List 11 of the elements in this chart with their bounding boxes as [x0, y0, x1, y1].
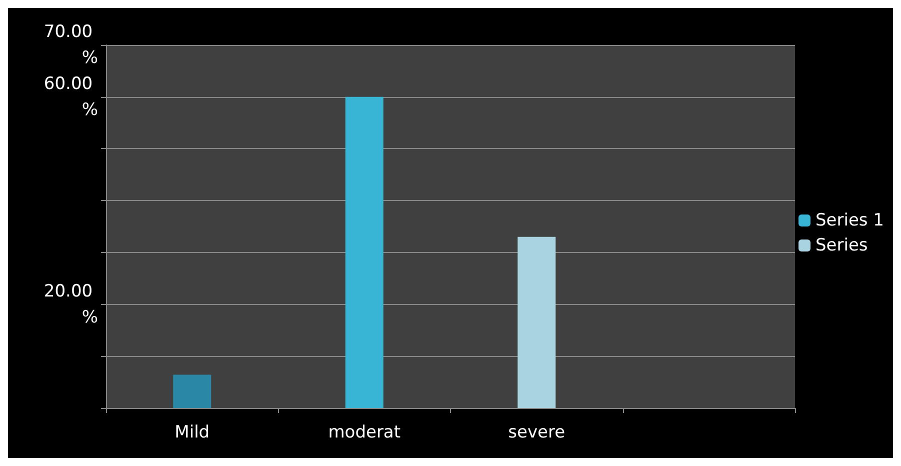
bar — [345, 96, 384, 408]
x-tick-label: severe — [508, 422, 566, 442]
y-tick-label: 70.00 % — [44, 22, 98, 68]
y-tick-label: 60.00 % — [44, 74, 98, 120]
bar — [518, 236, 556, 408]
x-tick-label: moderat — [328, 422, 401, 442]
legend-label: Series — [816, 236, 868, 256]
y-tick-label: 20.00 % — [44, 281, 98, 328]
x-tick-label: Mild — [174, 422, 210, 442]
legend-label: Series 1 — [816, 210, 884, 230]
bar — [173, 374, 212, 408]
